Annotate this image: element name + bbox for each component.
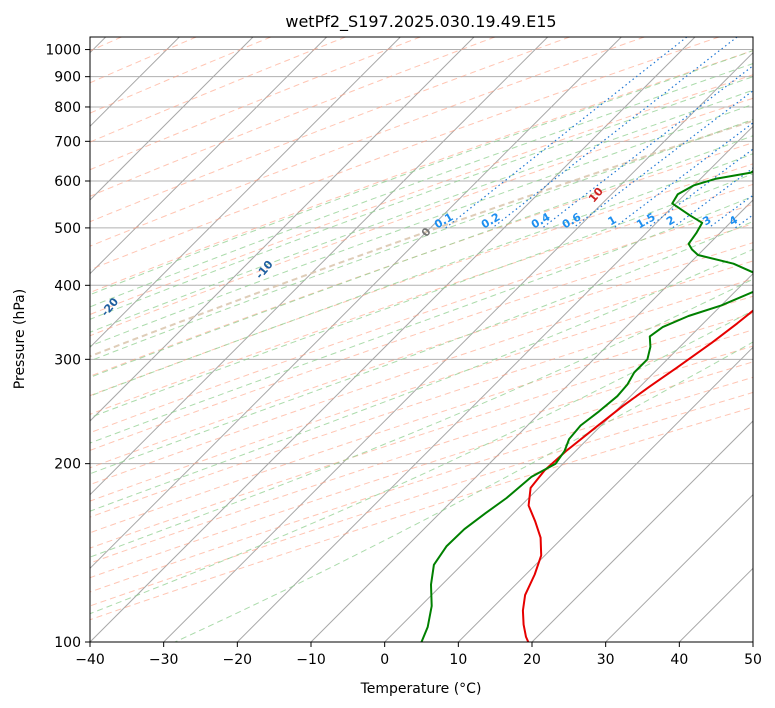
mixing-ratio-line — [672, 167, 753, 229]
dry-adiabat-line — [90, 312, 753, 534]
y-tick-label: 400 — [54, 278, 81, 294]
isotherm-line — [90, 37, 254, 201]
x-tick-label: 10 — [449, 652, 467, 668]
dry-adiabat-line — [90, 163, 753, 397]
dry-adiabat-line — [90, 242, 753, 469]
dry-adiabat-line — [90, 50, 753, 294]
x-tick-label: −40 — [75, 652, 105, 668]
isotherm-line — [90, 37, 622, 570]
isotherm-line — [457, 346, 753, 642]
isotherm-line — [384, 272, 753, 642]
x-tick-label: 30 — [597, 652, 615, 668]
moist-adiabat-line — [90, 89, 753, 333]
moist-adiabat-line — [90, 278, 753, 558]
mixing-ratio-line — [572, 89, 753, 229]
mixing-ratio-lines — [445, 37, 753, 229]
moist-adiabat-line — [90, 195, 753, 444]
dry-adiabat-line — [90, 376, 753, 593]
y-tick-label: 700 — [54, 134, 81, 150]
x-tick-label: −20 — [223, 652, 253, 668]
dewpoint-profile-line — [420, 169, 753, 642]
x-tick-label: −10 — [296, 652, 326, 668]
dry-adiabat-line — [90, 278, 753, 502]
plot-frame — [89, 36, 754, 643]
isotherm-line — [605, 493, 753, 642]
dry-adiabat-line — [90, 37, 346, 143]
pressure-gridlines — [90, 49, 753, 642]
x-tick-label: −30 — [149, 652, 179, 668]
isotherm-line — [310, 199, 753, 642]
dry-adiabat-line — [90, 37, 570, 223]
dry-adiabats — [90, 37, 753, 621]
moist-adiabat-line — [90, 50, 753, 296]
skewed-isotherms — [90, 37, 753, 642]
isotherm-line — [90, 37, 549, 496]
isotherm-line — [163, 51, 753, 642]
x-axis-label: Temperature (°C) — [360, 681, 482, 697]
y-tick-label: 300 — [54, 352, 81, 368]
y-tick-label: 200 — [54, 457, 81, 473]
dry-adiabat-line — [90, 142, 753, 377]
dry-adiabat-line — [90, 119, 753, 358]
moist-adiabat-line — [90, 118, 753, 362]
dry-adiabat-line — [90, 97, 753, 337]
x-tick-label: 40 — [670, 652, 688, 668]
isotherm-line — [90, 37, 475, 422]
x-axis-ticks: −40 −30 −20 −10 0 10 20 30 40 50 — [75, 642, 762, 668]
mixing-ratio-line — [492, 37, 738, 229]
moist-adiabat-line — [90, 173, 753, 419]
x-tick-label: 0 — [380, 652, 389, 668]
x-tick-label: 20 — [523, 652, 541, 668]
y-tick-label: 100 — [54, 635, 81, 651]
isotherm-line — [90, 37, 696, 642]
mixing-ratio-line — [647, 148, 753, 229]
y-tick-label: 600 — [54, 174, 81, 190]
y-axis-label: Pressure (hPa) — [12, 289, 28, 389]
moist-adiabat-line — [90, 63, 753, 308]
y-tick-label: 1000 — [45, 43, 81, 59]
dry-adiabat-line — [90, 223, 753, 451]
dry-adiabat-line — [90, 37, 645, 247]
dry-adiabat-line — [90, 183, 753, 415]
dry-adiabat-line — [90, 329, 753, 549]
temperature-profile-line — [521, 309, 753, 642]
y-tick-label: 500 — [54, 221, 81, 237]
dry-adiabat-line — [90, 37, 496, 197]
isotherm-line — [90, 37, 401, 349]
dry-adiabat-line — [90, 74, 753, 315]
isotherm-line — [236, 125, 753, 642]
x-tick-label: 50 — [744, 652, 762, 668]
moist-adiabats — [90, 50, 753, 642]
isotherm-line — [90, 37, 328, 275]
plot-area: -100-90-80-70-60-50-40-30-20-10010203040… — [90, 37, 753, 642]
isotherm-line — [531, 420, 753, 642]
mixing-ratio-line — [445, 37, 688, 229]
chart-title: wetPf2_S197.2025.030.19.49.E15 — [285, 12, 556, 32]
dry-adiabat-line — [90, 37, 421, 171]
moist-adiabat-line — [90, 76, 753, 320]
sounding-profiles — [420, 169, 753, 642]
y-tick-label: 800 — [54, 100, 81, 116]
y-axis-ticks: 100 200 300 400 500 600 700 800 900 1000 — [45, 43, 90, 651]
y-tick-label: 900 — [54, 70, 81, 86]
moist-adiabat-line — [90, 153, 753, 397]
